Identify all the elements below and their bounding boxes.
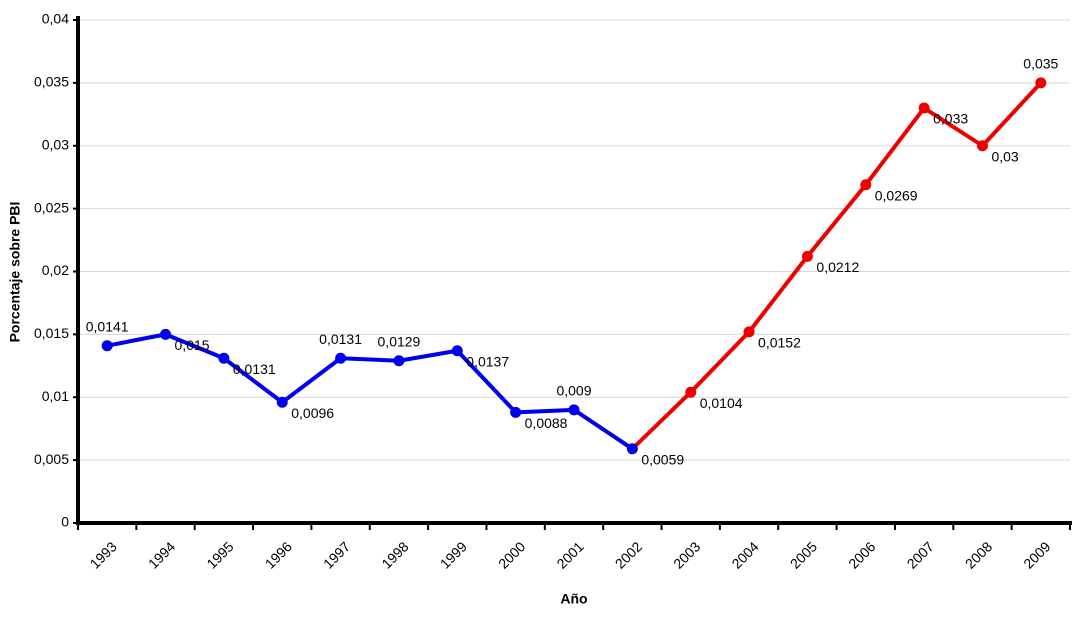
data-point (801, 250, 813, 262)
data-point (451, 345, 463, 357)
data-point (160, 328, 172, 340)
data-label: 0,0137 (466, 353, 509, 369)
data-label: 0,0212 (816, 259, 859, 275)
data-label: 0,035 (1023, 56, 1058, 72)
line-series (630, 81, 1043, 451)
data-label: 0,0129 (378, 333, 421, 349)
x-tick-label: 2002 (612, 538, 645, 571)
x-tick-label: 1999 (437, 538, 470, 571)
y-tick-label: 0,025 (34, 199, 69, 215)
data-label: 0,0141 (86, 318, 129, 334)
data-point (1035, 77, 1047, 89)
x-tick-label: 1995 (203, 538, 236, 571)
y-tick-label: 0,035 (34, 74, 69, 90)
y-tick-label: 0,03 (42, 136, 69, 152)
data-point (393, 355, 405, 367)
data-point (743, 326, 755, 338)
data-label: 0,0152 (758, 335, 801, 351)
x-tick-label: 1997 (320, 538, 353, 571)
data-point (918, 102, 930, 114)
y-tick-label: 0,01 (42, 388, 69, 404)
data-label: 0,015 (175, 337, 210, 353)
x-tick-label: 2009 (1020, 538, 1053, 571)
data-label: 0,03 (991, 148, 1018, 164)
data-label: 0,033 (933, 111, 968, 127)
data-label: 0,0131 (319, 331, 362, 347)
y-tick-label: 0,015 (34, 325, 69, 341)
x-tick-label: 2007 (904, 538, 937, 571)
data-label: 0,009 (556, 383, 591, 399)
x-tick-label: 2001 (553, 538, 586, 571)
data-point (976, 140, 988, 152)
y-tick-label: 0,005 (34, 451, 69, 467)
x-tick-label: 2000 (495, 538, 528, 571)
x-axis-title: Año (560, 591, 587, 607)
y-tick-label: 0,04 (42, 11, 69, 27)
y-tick-label: 0 (61, 514, 69, 530)
data-label: 0,0131 (233, 361, 276, 377)
data-point (510, 406, 522, 418)
x-tick-label: 1994 (145, 538, 178, 571)
x-tick-label: 2005 (787, 538, 820, 571)
data-label: 0,0096 (291, 405, 334, 421)
data-label: 0,0088 (525, 415, 568, 431)
x-tick-label: 1998 (378, 538, 411, 571)
x-tick-label: 1993 (87, 538, 120, 571)
data-point (101, 340, 113, 352)
line-series (106, 332, 634, 451)
data-label: 0,0269 (875, 187, 918, 203)
x-tick-label: 1996 (262, 538, 295, 571)
data-point (860, 179, 872, 191)
data-label: 0,0059 (641, 452, 684, 468)
y-tick-label: 0,02 (42, 262, 69, 278)
x-tick-label: 2008 (962, 538, 995, 571)
data-point (685, 386, 697, 398)
data-point (568, 404, 580, 416)
y-axis-title: Porcentaje sobre PBI (7, 202, 23, 343)
data-point (218, 352, 230, 364)
x-tick-label: 2003 (670, 538, 703, 571)
data-point (276, 396, 288, 408)
data-point (335, 352, 347, 364)
data-point (626, 443, 638, 455)
x-tick-label: 2004 (728, 538, 761, 571)
data-label: 0,0104 (700, 395, 743, 411)
x-tick-label: 2006 (845, 538, 878, 571)
